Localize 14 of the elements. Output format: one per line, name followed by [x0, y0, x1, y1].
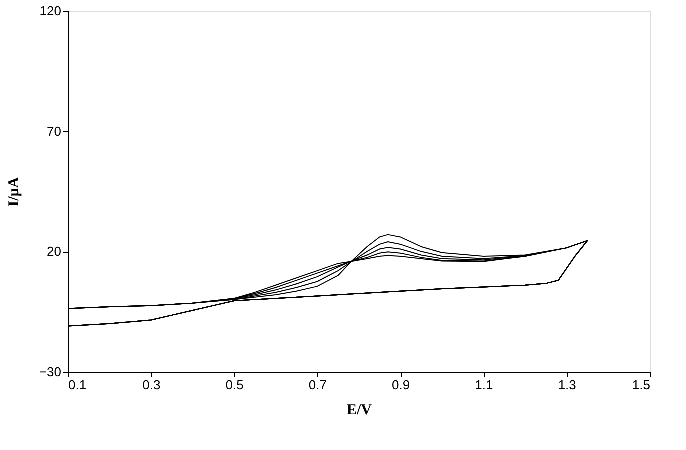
y-tick-label: 20	[47, 244, 62, 260]
y-tick-label: 70	[47, 124, 62, 139]
y-tick-label: 120	[40, 4, 62, 18]
x-tick-label: 1.3	[558, 378, 576, 392]
y-axis-title: I/µA	[6, 177, 22, 207]
x-tick-label: 0.3	[142, 378, 161, 392]
x-axis-title: E/V	[346, 402, 372, 418]
x-tick-label: 0.7	[308, 378, 327, 392]
x-tick-label: 0.1	[68, 378, 87, 392]
y-tick-label: −30	[39, 364, 62, 380]
x-tick-label: 1.5	[632, 378, 650, 392]
x-tick-label: 0.5	[226, 378, 244, 392]
x-tick-label: 0.9	[392, 378, 410, 392]
x-tick-label: 1.1	[475, 378, 494, 392]
